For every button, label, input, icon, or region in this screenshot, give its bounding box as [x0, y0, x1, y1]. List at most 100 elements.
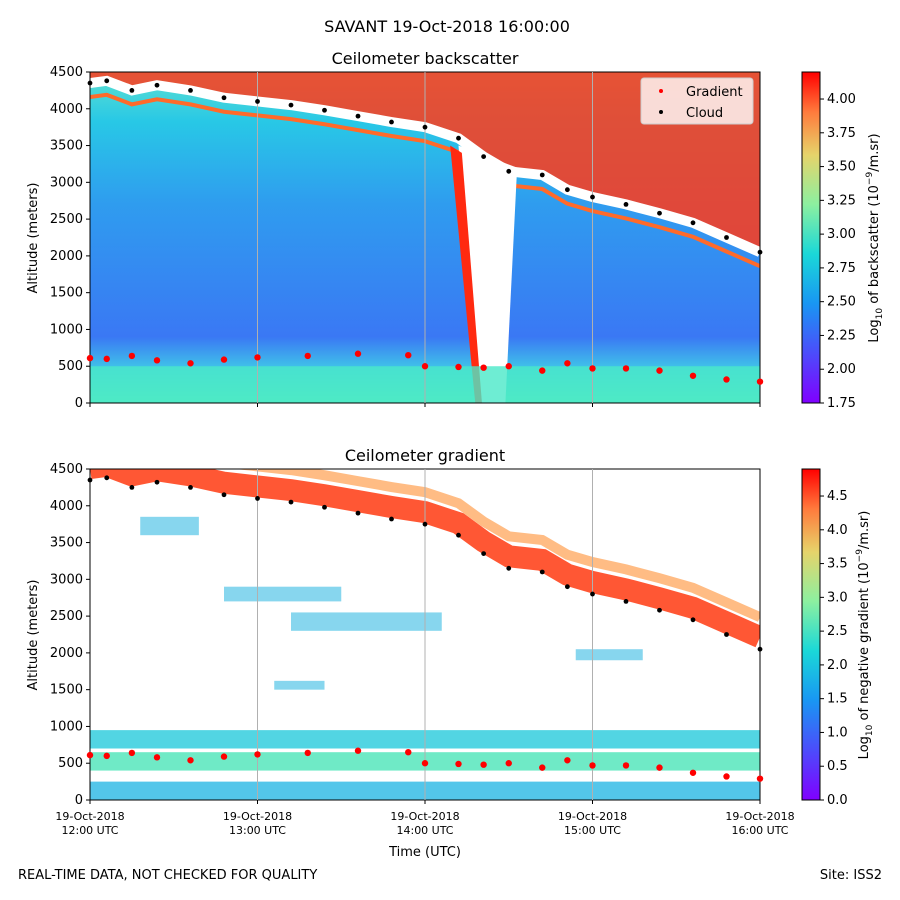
gradient-point [505, 760, 512, 767]
gradient-point [86, 751, 94, 759]
legend-cloud-label: Cloud [686, 106, 723, 121]
x-tick-label: 14:00 UTC [396, 824, 453, 837]
y-tick-label: 3000 [50, 572, 83, 587]
gradient-point [187, 757, 194, 764]
cloud-point [154, 479, 160, 485]
gradient-colorbar: 0.0 0.5 1.0 1.5 2.0 2.5 3.0 3.5 4.0 4.5 Log10 of … [801, 468, 875, 808]
gradient-point [405, 748, 412, 756]
x-tick-label: 19-Oct-2018 [223, 810, 292, 823]
cloud-point [623, 202, 629, 207]
gradient-point [564, 757, 571, 764]
gradient-point [304, 352, 311, 360]
y-tick-label: 3500 [50, 139, 83, 154]
cloud-point [422, 124, 428, 130]
gradient-point [103, 752, 110, 760]
colorbar-tick-label: 4.00 [827, 92, 856, 107]
y-tick-label: 4500 [50, 65, 83, 80]
colorbar-tick-label: 1.5 [827, 692, 848, 707]
cloud-point [690, 220, 696, 226]
gradient-point [220, 356, 228, 363]
cloud-point [104, 78, 110, 84]
cloud-point [221, 95, 227, 101]
gradient-point [254, 751, 261, 758]
gradient-y-axis-label: Altitude (meters) [26, 580, 41, 691]
gradient-point [564, 360, 571, 367]
x-tick-label: 13:00 UTC [229, 824, 286, 837]
cloud-point [154, 82, 160, 88]
y-tick-label: 3000 [50, 175, 83, 190]
gradient-point [723, 376, 730, 383]
cloud-point [623, 599, 629, 604]
x-tick-label: 16:00 UTC [731, 824, 788, 837]
gradient-point [304, 749, 311, 757]
gradient-point [756, 378, 764, 385]
colorbar-tick-label: 0.5 [827, 759, 848, 774]
y-tick-label: 4000 [50, 102, 83, 117]
colorbar-tick-label: 1.75 [827, 396, 856, 411]
gradient-point [405, 351, 412, 359]
y-tick-label: 1500 [50, 683, 83, 698]
gradient-point [622, 365, 630, 372]
cloud-point [129, 87, 135, 93]
backscatter-y-axis-label: Altitude (meters) [26, 183, 41, 294]
gradient-colorbar-label: Log10 of negative gradient (10−9/m.sr) [855, 511, 875, 760]
backscatter-colorbar: 1.75 2.00 2.25 2.50 2.75 3.00 3.25 3.50 3.75 4.00… [801, 71, 885, 411]
cloud-point [456, 135, 461, 141]
gradient-point [756, 775, 764, 782]
gradient-point [455, 363, 462, 371]
gradient-point [128, 749, 136, 757]
cloud-point [481, 154, 487, 159]
gradient-point [187, 360, 194, 367]
gradient-point [480, 364, 487, 371]
cloud-point [288, 499, 294, 505]
cloud-point [690, 617, 696, 623]
x-tick-label: 19-Oct-2018 [725, 810, 794, 823]
cloud-point [757, 249, 763, 255]
y-tick-label: 3500 [50, 536, 83, 551]
colorbar-tick-label: 2.50 [827, 295, 856, 310]
backscatter-colorbar-label: Log10 of backscatter (10−9/m.sr) [865, 133, 885, 342]
colorbar-tick-label: 3.75 [827, 126, 856, 141]
cloud-point [288, 102, 294, 108]
y-tick-label: 2500 [50, 212, 83, 227]
cloud-point [506, 168, 512, 174]
cloud-point [322, 107, 327, 113]
cloud-point [255, 496, 260, 501]
cloud-point [506, 565, 512, 571]
cloud-point [389, 119, 394, 125]
gradient-point [354, 350, 362, 357]
cloud-point [355, 113, 361, 119]
cloud-point [255, 99, 260, 104]
y-tick-label: 1500 [50, 286, 83, 301]
colorbar-tick-label: 4.5 [827, 489, 848, 504]
cloud-point [87, 80, 93, 86]
cloud-point [322, 504, 327, 510]
cloud-point [355, 510, 361, 516]
backscatter-title: Ceilometer backscatter [332, 49, 519, 68]
x-tick-label: 19-Oct-2018 [55, 810, 124, 823]
colorbar-tick-label: 2.25 [827, 328, 856, 343]
cloud-point [188, 87, 193, 93]
gradient-point [589, 762, 596, 769]
cloud-point [456, 532, 461, 538]
gradient-point [254, 354, 261, 361]
cloud-point [422, 521, 428, 527]
cloud-point [539, 172, 545, 178]
legend-cloud-marker [659, 110, 663, 114]
cloud-point [590, 591, 595, 597]
colorbar-tick-label: 3.50 [827, 160, 856, 175]
colorbar-tick-label: 2.00 [827, 362, 856, 377]
gradient-point [539, 367, 546, 374]
x-tick-label: 19-Oct-2018 [390, 810, 459, 823]
backscatter-panel: Ceilometer backscatter 0 500 1000 1500 2000 2… [26, 49, 885, 411]
cloud-point [104, 475, 110, 481]
cloud-point [564, 584, 570, 590]
cloud-point [657, 210, 662, 216]
cloud-point [188, 484, 193, 490]
cloud-point [724, 235, 729, 240]
gradient-point [153, 754, 161, 761]
cloud-point [389, 516, 394, 522]
gradient-point [128, 352, 136, 360]
colorbar-tick-label: 1.0 [827, 725, 848, 740]
